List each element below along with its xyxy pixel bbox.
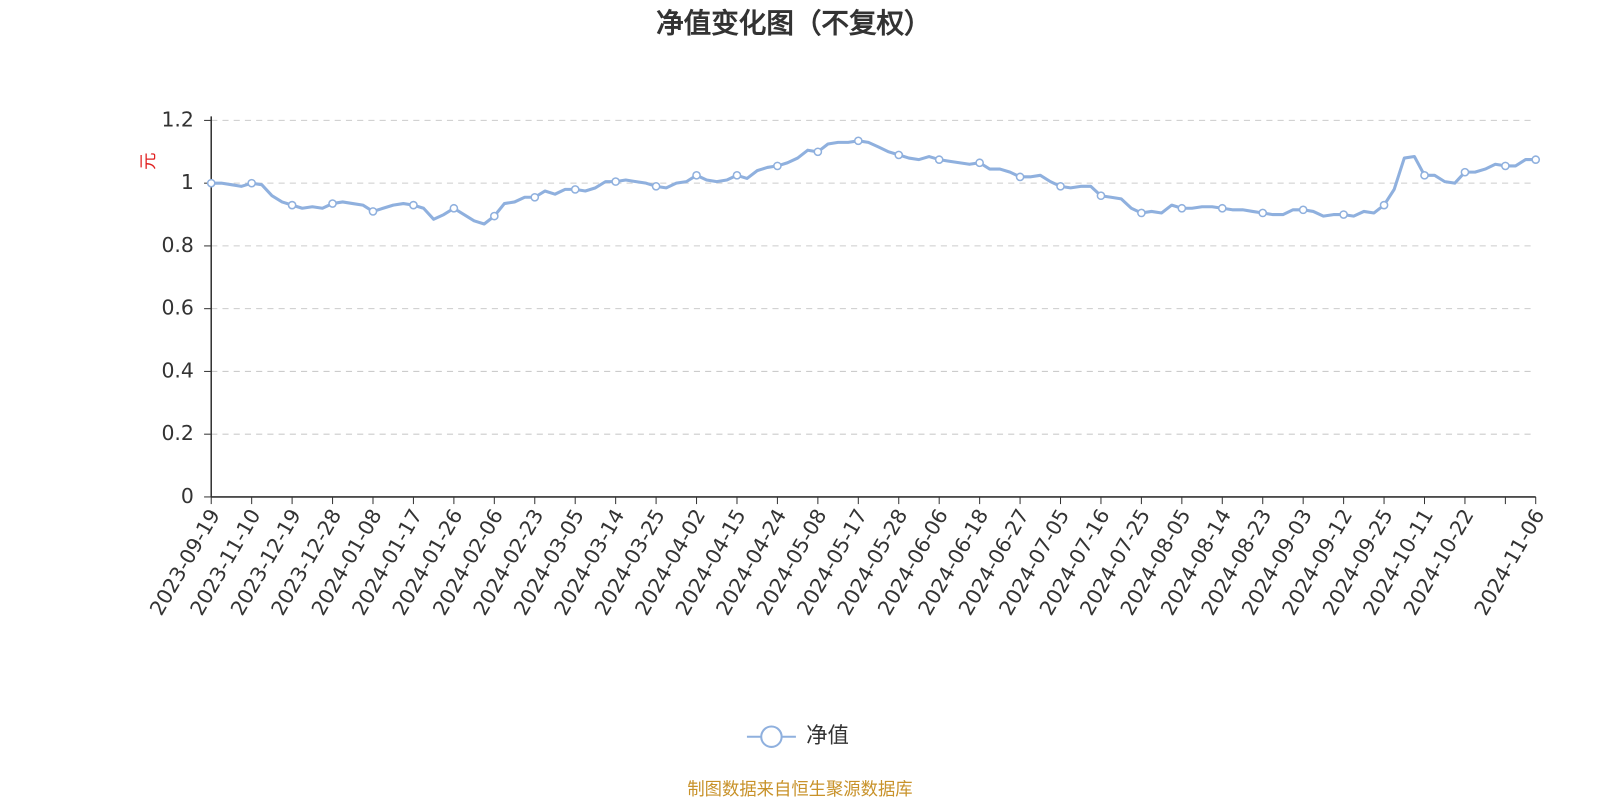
point-marker [1379, 200, 1389, 210]
point-marker [1258, 208, 1268, 218]
point-marker [1339, 210, 1348, 219]
point-marker [1460, 167, 1470, 177]
point-marker [611, 177, 620, 186]
point-marker [853, 136, 863, 146]
point-marker [570, 185, 580, 194]
point-marker [489, 211, 499, 221]
y-tick-label: 0.2 [161, 421, 193, 445]
point-marker [530, 192, 540, 202]
point-marker [1531, 155, 1541, 164]
source-note: 制图数据来自恒生聚源数据库 [687, 780, 912, 800]
legend-label: 净值 [806, 724, 849, 749]
y-tick-label: 0.6 [161, 296, 193, 320]
point-marker [1177, 203, 1187, 213]
point-marker [206, 178, 216, 188]
point-marker [1015, 172, 1025, 182]
point-marker [368, 207, 378, 216]
point-marker [1217, 203, 1227, 213]
point-marker [732, 170, 742, 180]
y-tick-label: 1.2 [161, 107, 193, 131]
y-tick-label: 0.8 [161, 233, 193, 257]
y-tick-label: 0.4 [161, 358, 193, 382]
point-marker [328, 199, 337, 208]
point-marker [287, 200, 297, 210]
y-tick-label: 0 [181, 484, 194, 508]
point-marker [773, 161, 782, 171]
point-marker [651, 181, 661, 191]
point-marker [1056, 181, 1065, 191]
point-marker [934, 155, 944, 164]
point-marker [1501, 161, 1510, 171]
point-marker [247, 178, 257, 188]
point-marker [409, 200, 418, 210]
y-axis-label: 元 [139, 153, 159, 170]
point-marker [1298, 205, 1308, 215]
point-marker [692, 170, 701, 180]
x-tick-label: 2024-11-06 [1469, 505, 1549, 620]
point-marker [975, 158, 984, 168]
point-marker [1096, 191, 1106, 201]
point-marker [1137, 208, 1146, 218]
point-marker [813, 147, 823, 157]
series-line [211, 139, 1536, 226]
chart-title: 净值变化图（不复权） [656, 7, 931, 39]
point-marker [894, 150, 904, 160]
point-marker [1420, 170, 1429, 180]
point-marker [449, 203, 459, 213]
y-tick-label: 1 [181, 170, 194, 194]
legend-symbol [760, 725, 783, 748]
